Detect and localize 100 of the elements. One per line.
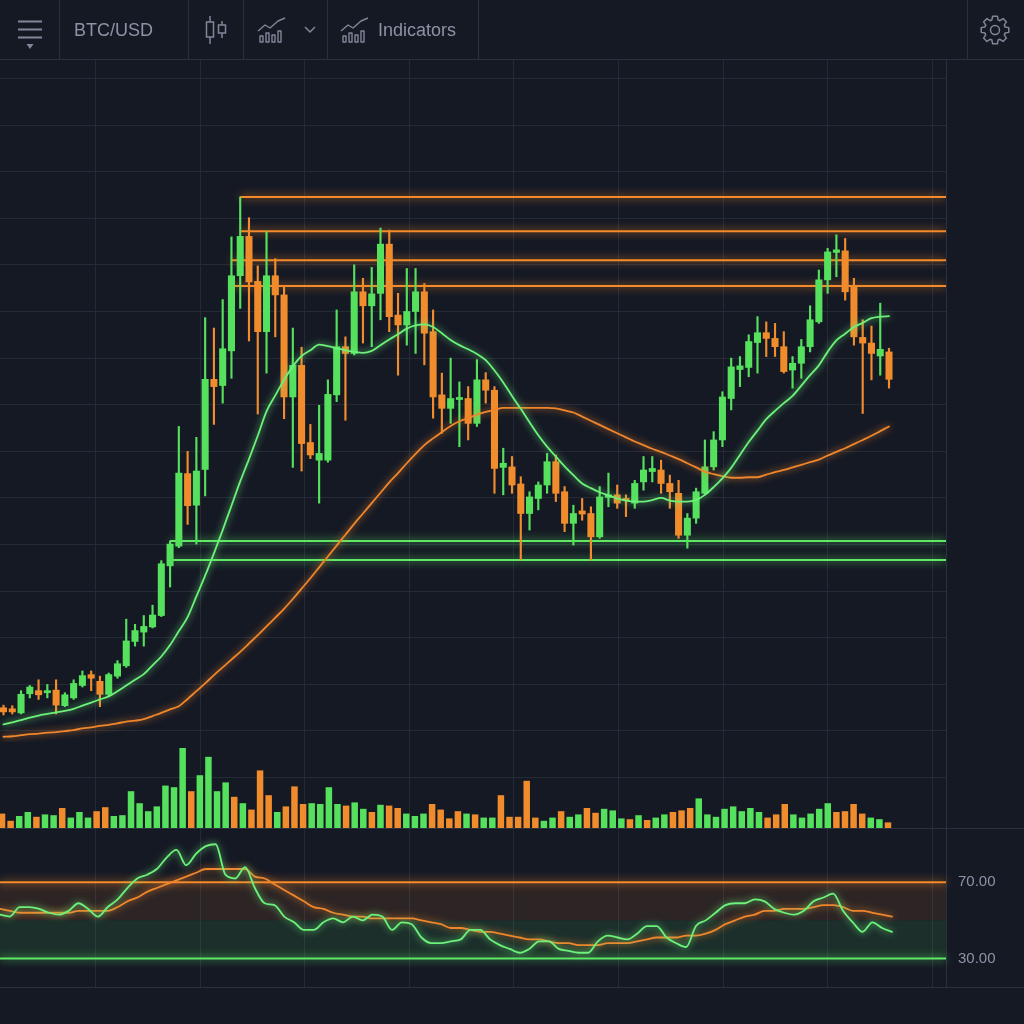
- bar: [394, 808, 401, 828]
- bar: [506, 816, 513, 828]
- bar: [635, 815, 642, 828]
- y-tick-label: 30.00: [958, 948, 996, 966]
- bar: [781, 804, 789, 828]
- bar: [437, 809, 444, 828]
- bar: [179, 748, 186, 828]
- bar: [643, 820, 651, 828]
- bar: [58, 808, 66, 828]
- bar: [274, 812, 281, 828]
- bar: [222, 782, 229, 828]
- bar: [532, 817, 539, 828]
- bar: [265, 795, 272, 828]
- bar: [317, 804, 324, 828]
- bar: [33, 816, 40, 828]
- bar: [76, 812, 83, 828]
- bar: [592, 812, 599, 828]
- bar: [93, 811, 100, 828]
- bar: [747, 808, 754, 828]
- bar: [652, 817, 659, 828]
- bar: [764, 817, 771, 828]
- bar: [403, 813, 410, 828]
- bar: [790, 814, 797, 828]
- bar: [523, 780, 530, 828]
- bar: [669, 812, 677, 828]
- bar: [626, 819, 634, 828]
- bar: [876, 819, 883, 828]
- bar: [411, 816, 419, 828]
- bar: [600, 808, 608, 828]
- bar: [15, 816, 23, 828]
- bar: [729, 806, 737, 828]
- bar: [213, 791, 221, 828]
- bar: [144, 811, 152, 828]
- bar: [325, 787, 333, 828]
- bar: [377, 804, 384, 828]
- bar: [248, 809, 255, 828]
- bar: [342, 805, 350, 828]
- bar: [136, 803, 143, 828]
- y-tick-label: 70.00: [958, 872, 996, 890]
- bar: [308, 803, 315, 828]
- chart-title: BTC/USD: [74, 19, 154, 41]
- bar: [480, 817, 487, 828]
- bar: [497, 795, 505, 828]
- bar: [678, 810, 685, 828]
- bar: [205, 756, 212, 828]
- bar: [704, 814, 711, 828]
- bar: [807, 813, 814, 828]
- bar: [833, 812, 840, 828]
- bar: [420, 813, 427, 828]
- bar: [489, 817, 496, 828]
- bar: [471, 814, 479, 828]
- bar: [549, 817, 556, 828]
- bar: [712, 816, 720, 828]
- candlestick: [867, 325, 875, 381]
- bar: [428, 804, 436, 828]
- bar: [360, 808, 367, 828]
- bar: [187, 791, 195, 828]
- candlestick: [35, 679, 43, 700]
- bar: [815, 808, 823, 828]
- bar: [385, 805, 393, 828]
- candlestick: [789, 356, 797, 389]
- candlestick: [639, 456, 648, 491]
- bar: [291, 786, 298, 828]
- bar: [446, 818, 453, 828]
- bar: [24, 812, 32, 828]
- candlestick: [412, 268, 420, 354]
- bar: [170, 787, 178, 828]
- bar: [575, 814, 582, 828]
- bar: [772, 814, 780, 828]
- bar: [119, 815, 126, 828]
- candlestick: [753, 316, 762, 374]
- bar: [686, 808, 694, 828]
- bar: [368, 812, 376, 828]
- bar: [609, 810, 616, 828]
- bar: [884, 822, 892, 828]
- bar: [463, 813, 470, 828]
- bar: [239, 803, 247, 828]
- bar: [738, 811, 746, 828]
- bar: [231, 796, 238, 828]
- bar: [514, 816, 522, 828]
- bar: [841, 811, 849, 828]
- bar: [334, 804, 341, 828]
- bar: [583, 808, 591, 828]
- bar: [41, 814, 49, 828]
- bar: [50, 815, 57, 828]
- bar: [566, 816, 573, 828]
- bar: [299, 804, 307, 828]
- bar: [110, 816, 118, 828]
- bar: [256, 770, 264, 828]
- bar: [7, 820, 14, 828]
- bar: [127, 791, 135, 828]
- bar: [755, 812, 763, 828]
- bar: [282, 806, 290, 828]
- bar: [824, 803, 832, 828]
- bar: [850, 804, 857, 828]
- bar: [351, 802, 358, 828]
- bar: [661, 814, 668, 828]
- bar: [162, 785, 169, 828]
- bar: [101, 807, 109, 828]
- bar: [557, 811, 565, 828]
